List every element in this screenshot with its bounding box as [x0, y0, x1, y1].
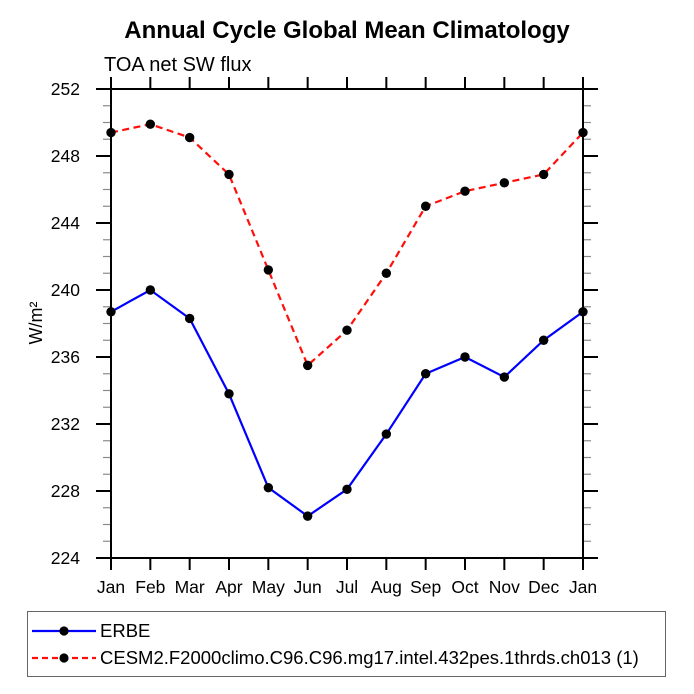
legend-marker-dot [59, 625, 69, 636]
data-point [578, 307, 588, 317]
x-tick-label: Jan [97, 577, 125, 597]
data-point [263, 482, 274, 493]
x-tick-label: Jul [336, 577, 358, 597]
data-point [381, 268, 392, 278]
data-point [145, 119, 156, 129]
legend-item-erbe: ERBE [28, 617, 665, 644]
y-tick-label: 248 [51, 146, 80, 166]
y-tick-label: 224 [51, 548, 80, 568]
data-point [145, 285, 156, 295]
data-point [381, 429, 392, 439]
legend-label-erbe: ERBE [100, 620, 151, 641]
x-tick-label: Jun [294, 577, 322, 597]
x-tick-label: Mar [175, 577, 205, 597]
data-point [499, 178, 510, 188]
data-point [106, 307, 116, 317]
data-point [342, 325, 352, 335]
data-point [420, 201, 431, 211]
legend-label-cesm2: CESM2.F2000climo.C96.C96.mg17.intel.432p… [100, 647, 639, 668]
data-point [224, 389, 234, 399]
data-point [184, 313, 195, 324]
chart-variable-label: TOA net SW flux [104, 54, 251, 76]
data-series [106, 119, 588, 521]
legend-box: ERBE CESM2.F2000climo.C96.C96.mg17.intel… [27, 611, 666, 677]
legend-line-sample-dashed [32, 652, 96, 663]
data-point [302, 511, 313, 521]
axis-tick-labels: Jan Feb Mar Apr May Jun Jul Aug Sep Oct Nov Dec Jan 2… [51, 79, 597, 597]
annual-cycle-chart: Annual Cycle Global Mean Climatology TOA… [26, 17, 598, 597]
legend-item-cesm2: CESM2.F2000climo.C96.C96.mg17.intel.432p… [28, 644, 665, 671]
x-tick-label: Oct [451, 577, 478, 597]
data-point [499, 372, 510, 382]
series-line-0 [110, 288, 584, 518]
x-tick-label: Feb [135, 577, 165, 597]
data-point [106, 127, 116, 138]
data-point [302, 360, 313, 371]
x-tick-label: Dec [528, 577, 559, 597]
plot-border [110, 88, 584, 559]
x-tick-label: May [252, 577, 285, 597]
data-point [460, 186, 470, 196]
x-tick-label: Sep [410, 577, 441, 597]
data-point [224, 169, 234, 180]
data-point [420, 369, 431, 379]
chart-title: Annual Cycle Global Mean Climatology [124, 17, 570, 44]
y-tick-label: 236 [51, 347, 80, 367]
x-tick-label: Nov [489, 577, 520, 597]
legend-marker-dot [59, 652, 69, 663]
data-point [342, 484, 352, 495]
data-point [263, 265, 274, 275]
x-tick-label: Aug [371, 577, 402, 597]
y-tick-label: 252 [51, 79, 80, 99]
data-point [538, 335, 549, 345]
y-tick-label: 232 [51, 414, 80, 434]
data-point [538, 169, 549, 180]
y-tick-label: 240 [51, 280, 80, 300]
x-tick-label: Apr [215, 577, 242, 597]
data-point [578, 127, 588, 138]
plot-border-group [110, 88, 584, 559]
data-point [460, 352, 470, 362]
legend-line-sample-solid [32, 625, 96, 636]
y-tick-label: 244 [51, 213, 80, 233]
x-tick-label: Jan [569, 577, 597, 597]
axis-ticks [96, 77, 598, 570]
data-point [184, 132, 195, 143]
y-axis-label: W/m² [26, 302, 46, 345]
y-tick-label: 228 [51, 481, 80, 501]
